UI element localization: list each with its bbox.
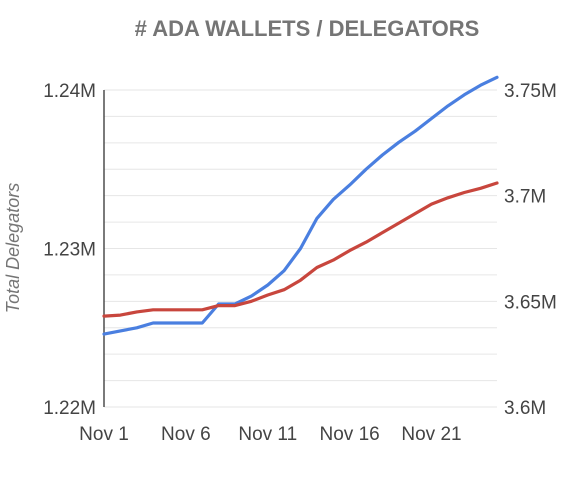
x-tick-label: Nov 16 [320,424,380,445]
x-tick-label: Nov 11 [238,424,297,445]
tick-labels: 1.22M 1.23M 1.24M 3.6M 3.65M 3.7M 3.75M Nov 1 No… [43,81,557,445]
left-tick-label: 1.22M [43,398,96,419]
right-tick-label: 3.75M [504,81,557,102]
right-tick-label: 3.6M [504,398,546,419]
left-tick-label: 1.23M [43,240,96,261]
right-tick-label: 3.7M [504,187,546,208]
x-tick-label: Nov 6 [161,424,211,445]
left-axis-title: Total Delegators [3,183,23,313]
series-lines [102,75,499,336]
x-tick-label: Nov 1 [79,424,129,445]
x-tick-label: Nov 21 [401,424,461,445]
series-line-2 [102,181,499,318]
chart-title: # ADA WALLETS / DELEGATORS [135,16,480,41]
series-line-1 [102,75,499,336]
left-tick-label: 1.24M [43,81,96,102]
gridlines [104,89,497,408]
right-tick-label: 3.65M [504,292,557,313]
